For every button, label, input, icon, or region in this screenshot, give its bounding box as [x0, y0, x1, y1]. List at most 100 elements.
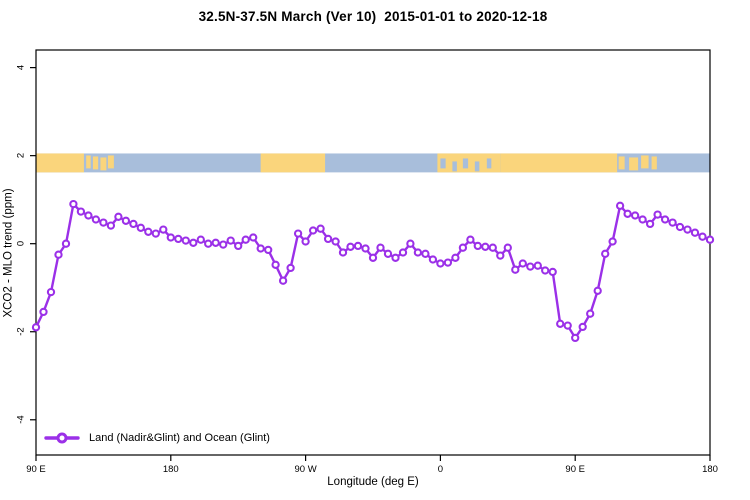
data-point-marker — [668, 218, 677, 227]
data-point-marker — [496, 251, 505, 260]
map-strip-sea-notch — [440, 158, 446, 169]
data-point-marker — [638, 215, 647, 224]
data-point-marker — [383, 249, 393, 258]
data-point-marker — [503, 243, 512, 252]
map-strip-sea-notch — [452, 161, 457, 172]
data-point-marker — [645, 219, 655, 229]
data-point-marker — [301, 237, 310, 246]
data-point-marker — [271, 260, 280, 269]
data-point-marker — [368, 253, 378, 262]
data-point-marker — [31, 323, 41, 332]
data-point-marker — [683, 225, 692, 234]
x-tick-label: 180 — [162, 464, 179, 475]
data-point-marker — [548, 267, 557, 277]
data-point-marker — [114, 212, 123, 221]
data-point-marker — [54, 250, 63, 259]
data-point-marker — [249, 233, 258, 242]
data-point-marker — [601, 249, 610, 258]
x-axis-label: Longitude (deg E) — [327, 476, 419, 488]
data-point-marker — [278, 276, 288, 285]
data-point-marker — [121, 216, 131, 225]
data-point-marker — [361, 244, 370, 253]
data-point-marker — [241, 235, 250, 244]
map-strip-sea-notch — [474, 161, 480, 172]
data-point-marker — [196, 235, 205, 244]
legend-marker — [56, 432, 68, 444]
data-point-marker — [166, 233, 175, 242]
data-point-marker — [675, 222, 685, 232]
data-point-marker — [428, 255, 438, 264]
data-point-marker — [264, 245, 273, 255]
legend: Land (Nadir&Glint) and Ocean (Glint) — [44, 429, 270, 447]
data-point-marker — [578, 322, 587, 332]
y-tick-label: -2 — [15, 327, 27, 336]
data-point-marker — [526, 262, 535, 271]
data-point-marker — [84, 211, 93, 220]
data-point-marker — [61, 239, 71, 248]
data-point-marker — [39, 307, 48, 317]
data-point-marker — [293, 229, 303, 238]
data-point-marker — [443, 258, 453, 267]
data-point-marker — [398, 248, 408, 257]
data-point-marker — [436, 259, 445, 268]
data-point-marker — [653, 210, 662, 219]
data-point-marker — [353, 241, 363, 251]
data-point-marker — [144, 227, 153, 236]
data-point-marker — [106, 221, 116, 230]
data-point-marker — [541, 266, 550, 275]
map-strip-sea-notch — [486, 158, 492, 169]
map-strip-island — [629, 157, 639, 171]
data-point-marker — [129, 219, 138, 229]
x-tick-label: 0 — [437, 464, 444, 475]
data-point-marker — [91, 215, 101, 224]
data-point-marker — [511, 265, 520, 274]
data-point-marker — [705, 235, 715, 244]
data-point-marker — [698, 232, 707, 241]
y-axis-label: XCO2 - MLO trend (ppm) — [2, 188, 15, 318]
map-strip-island — [92, 156, 99, 170]
map-strip-island — [651, 156, 657, 170]
data-point-marker — [234, 241, 243, 251]
legend-line-marker-swatch — [44, 432, 80, 444]
data-point-marker — [571, 333, 580, 343]
map-strip-land — [500, 153, 618, 173]
data-point-marker — [189, 238, 198, 247]
data-point-marker — [615, 201, 625, 210]
data-point-marker — [174, 234, 183, 244]
data-point-marker — [256, 244, 265, 253]
map-strip-sea-notch — [462, 158, 469, 169]
data-point-marker — [316, 224, 325, 233]
data-point-marker — [338, 248, 348, 257]
map-strip-land — [36, 153, 84, 173]
data-point-marker — [518, 259, 527, 268]
data-point-marker — [458, 243, 468, 252]
chart-title: 32.5N-37.5N March (Ver 10) 2015-01-01 to… — [198, 9, 548, 24]
data-point-marker — [563, 321, 572, 330]
y-tick-label: -4 — [15, 415, 27, 424]
data-point-marker — [99, 218, 108, 227]
data-point-marker — [413, 248, 423, 257]
data-point-marker — [204, 239, 213, 248]
y-tick-label: 2 — [15, 152, 27, 158]
data-point-marker — [593, 286, 602, 295]
data-point-marker — [346, 242, 355, 251]
map-strip-island — [618, 156, 625, 170]
data-point-marker — [473, 241, 482, 251]
data-point-marker — [69, 199, 78, 209]
data-point-marker — [211, 238, 220, 247]
data-point-marker — [690, 228, 700, 237]
data-point-marker — [331, 237, 340, 246]
data-point-marker — [46, 287, 56, 297]
map-strip-island — [100, 157, 107, 171]
data-point-marker — [406, 239, 415, 248]
data-point-marker — [323, 234, 333, 244]
data-point-marker — [488, 243, 497, 252]
data-point-marker — [391, 253, 400, 262]
y-tick-label: 4 — [15, 64, 27, 70]
data-point-marker — [286, 263, 295, 273]
data-point-marker — [481, 242, 490, 251]
data-point-marker — [556, 319, 565, 328]
legend-label: Land (Nadir&Glint) and Ocean (Glint) — [89, 432, 270, 444]
